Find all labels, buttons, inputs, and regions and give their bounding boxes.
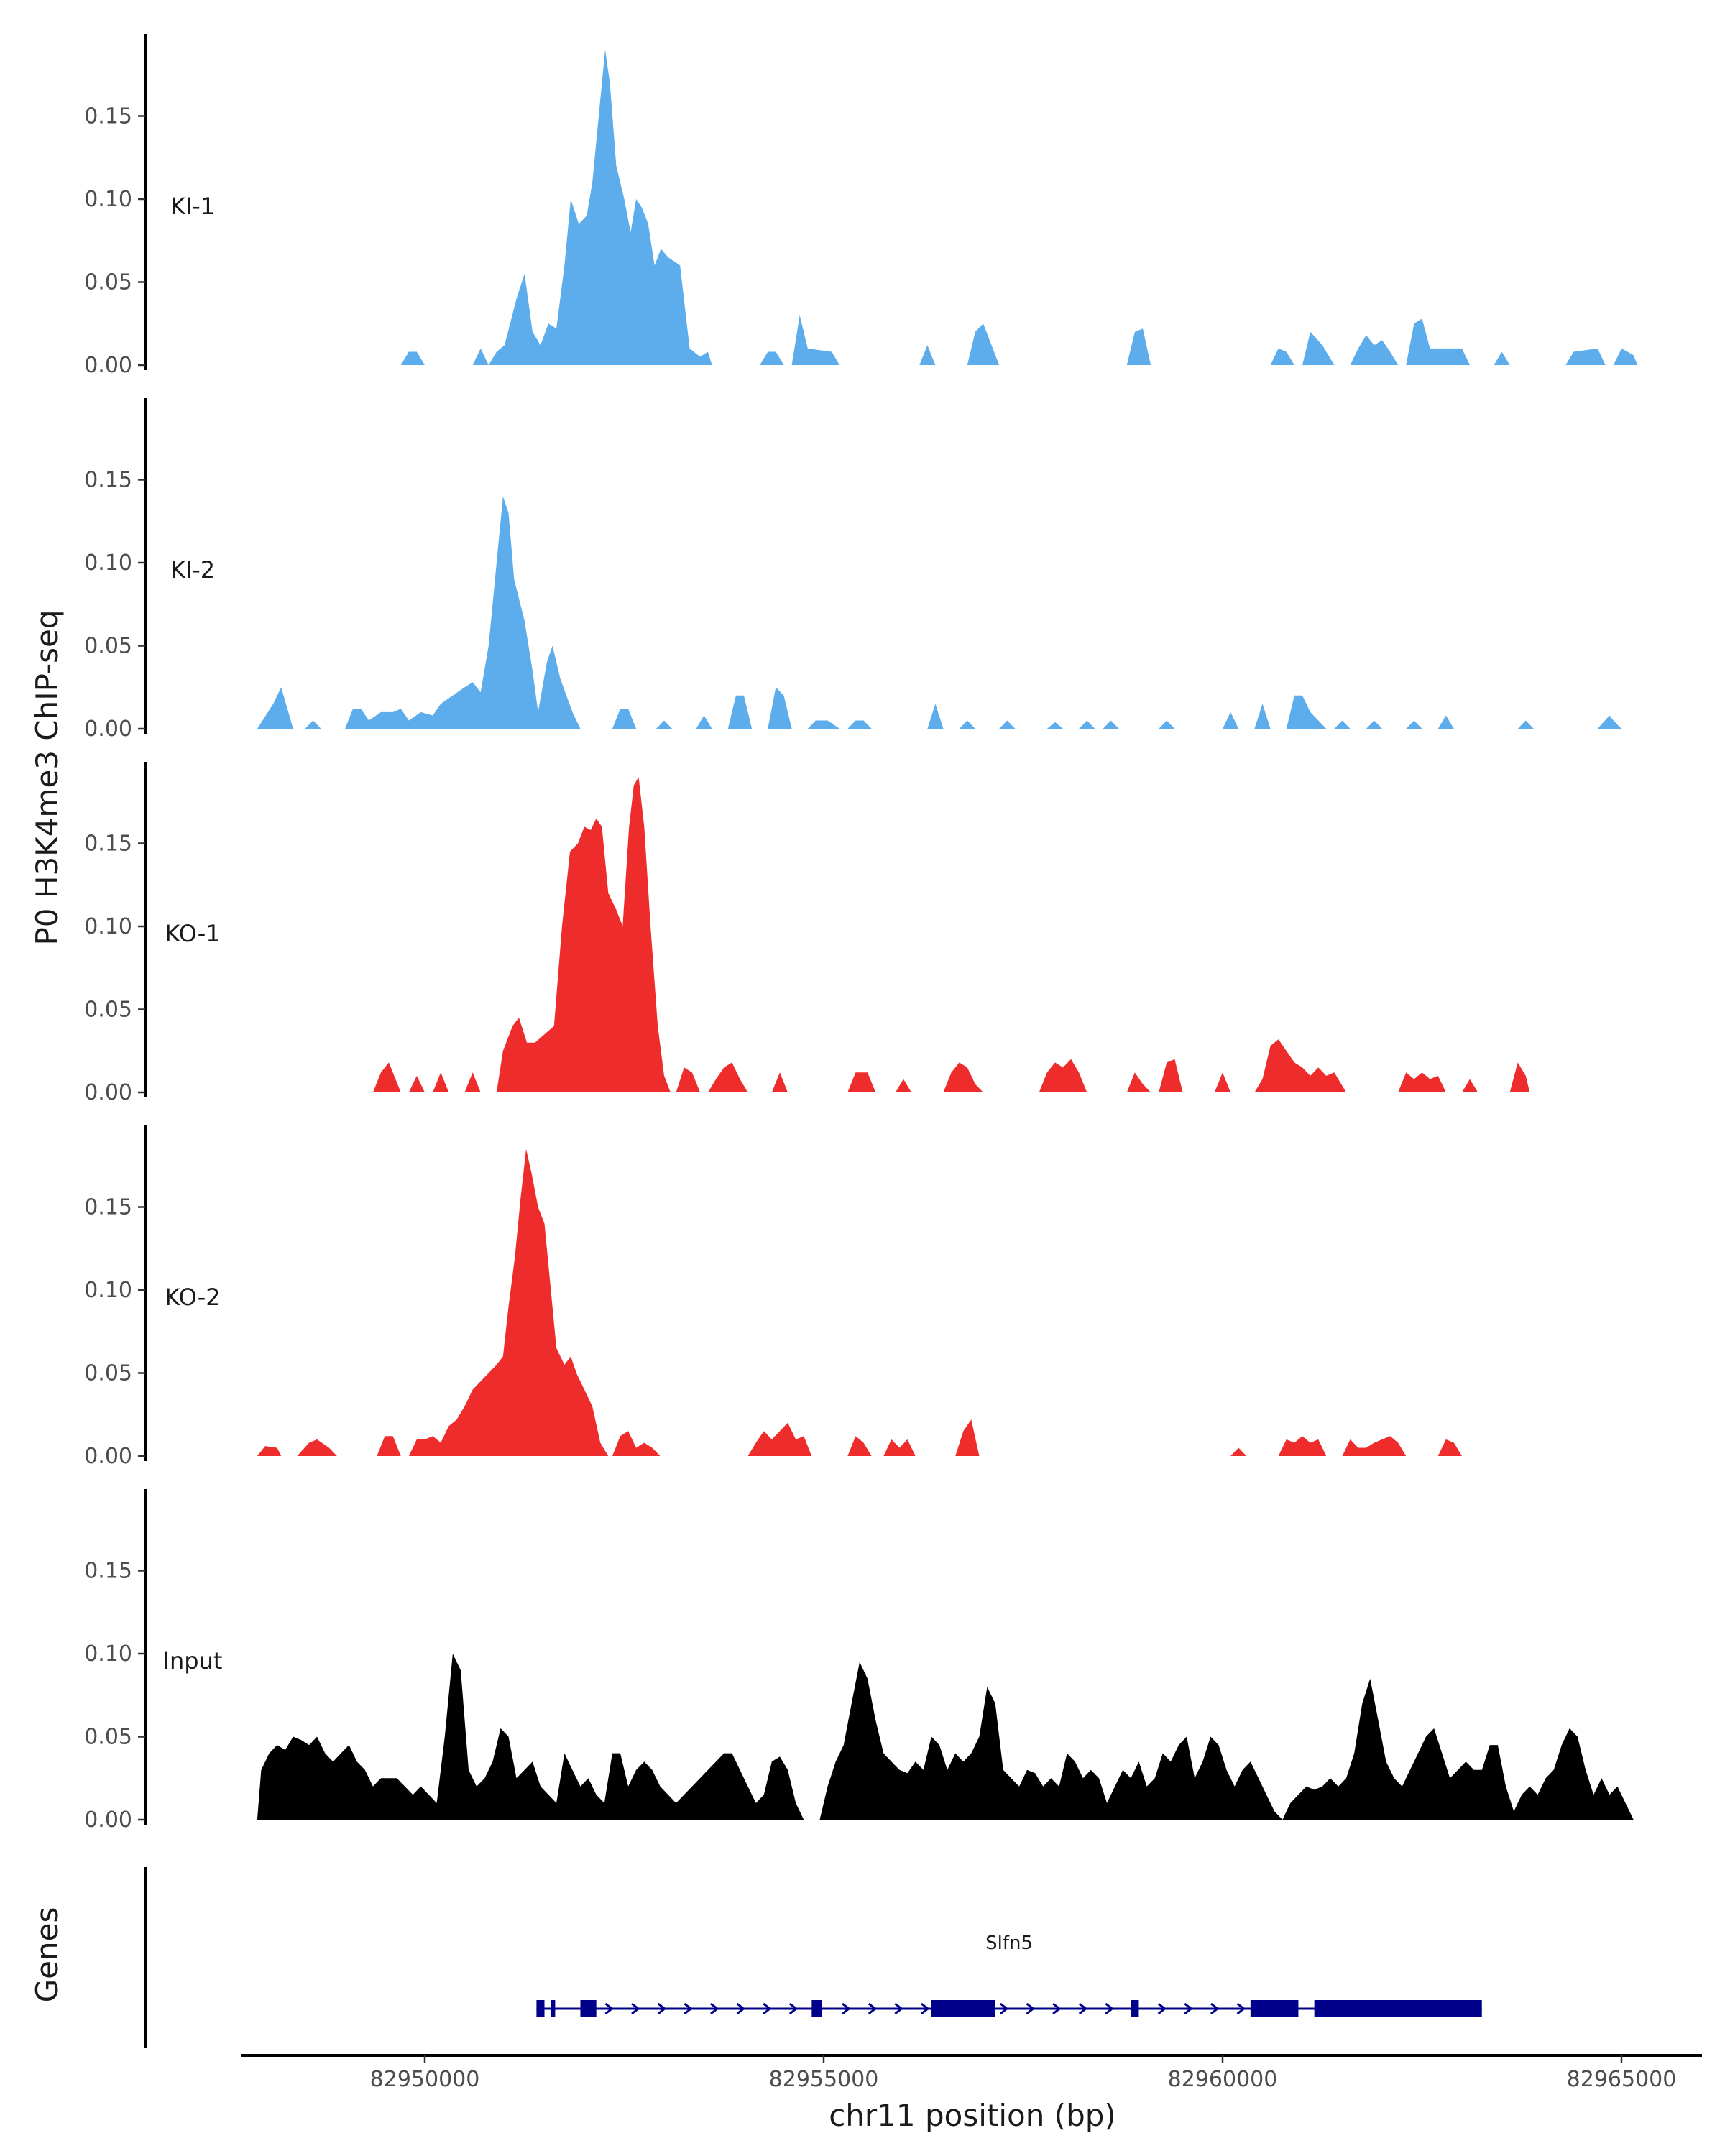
track-area-ko-1 [372, 777, 1530, 1092]
y-axis-title: P0 H3K4me3 ChIP-seq [29, 609, 65, 945]
y-tick-label: 0.05 [84, 634, 132, 659]
strand-arrow [1157, 2002, 1167, 2015]
y-tick-label: 0.15 [84, 1195, 132, 1220]
y-tick-label: 0.10 [84, 1278, 132, 1303]
y-tick-label: 0.00 [84, 1080, 132, 1105]
y-tick-label: 0.00 [84, 1444, 132, 1469]
track-area-ko-2 [257, 1148, 1462, 1456]
x-tick-label: 82955000 [769, 2067, 879, 2092]
gene-exon [931, 2000, 995, 2017]
y-tick-label: 0.00 [84, 717, 132, 742]
gene-exon [1250, 2000, 1299, 2017]
y-tick-label: 0.00 [84, 1807, 132, 1833]
strand-arrow [842, 2002, 851, 2015]
track-label: KI-1 [170, 193, 215, 220]
strand-arrow [710, 2002, 719, 2015]
track-area-input [257, 1654, 1634, 1820]
strand-arrow [631, 2002, 640, 2015]
track-panel-ko-1: 0.00 0.05 0.10 0.15 KO-1 [84, 762, 1530, 1105]
y-tick-label: 0.05 [84, 998, 132, 1023]
strand-arrow [1105, 2002, 1114, 2015]
gene-label: Slfn5 [985, 1932, 1033, 1954]
gene-exon [811, 2000, 822, 2017]
gene-exon [536, 2000, 545, 2017]
y-tick-label: 0.15 [84, 104, 132, 129]
y-tick-label: 0.10 [84, 187, 132, 212]
y-tick-label: 0.00 [84, 353, 132, 378]
y-tick-label: 0.10 [84, 550, 132, 576]
strand-arrow [894, 2002, 903, 2015]
gene-exon [551, 2000, 556, 2017]
track-label: KI-2 [170, 556, 215, 584]
gene-exon [580, 2000, 597, 2017]
gene-track: Slfn5 [144, 1867, 1482, 2048]
strand-arrow [999, 2002, 1009, 2015]
gene-exon [1314, 2000, 1482, 2017]
gene-exon [1131, 2000, 1139, 2017]
x-axis-title: chr11 position (bp) [829, 2098, 1116, 2133]
y-tick-label: 0.05 [84, 270, 132, 295]
track-label: Input [163, 1647, 223, 1674]
track-panel-ki-1: 0.00 0.05 0.10 0.15 KI-1 [84, 34, 1638, 378]
strand-arrow [788, 2002, 799, 2015]
strand-arrow [736, 2002, 746, 2015]
strand-arrow [604, 2002, 614, 2015]
y-tick-label: 0.15 [84, 831, 132, 857]
strand-arrow [1026, 2002, 1035, 2015]
x-tick-label: 82965000 [1567, 2067, 1677, 2092]
strand-arrow [1210, 2002, 1220, 2015]
x-tick-label: 82960000 [1168, 2067, 1278, 2092]
track-panel-input: 0.00 0.05 0.10 0.15 Input [84, 1489, 1634, 1833]
y-tick-label: 0.15 [84, 1559, 132, 1584]
x-tick-label: 82950000 [370, 2067, 480, 2092]
strand-arrow [763, 2002, 772, 2015]
strand-arrow [1078, 2002, 1088, 2015]
track-panel-ko-2: 0.00 0.05 0.10 0.15 KO-2 [84, 1125, 1462, 1469]
track-area-ki-1 [400, 50, 1638, 365]
strand-arrow [684, 2002, 693, 2015]
y-tick-label: 0.15 [84, 468, 132, 493]
y-tick-label: 0.10 [84, 1641, 132, 1667]
track-panel-ki-2: 0.00 0.05 0.10 0.15 KI-2 [84, 398, 1622, 742]
strand-arrow [1184, 2002, 1193, 2015]
x-axis: 82950000 82955000 82960000 82965000 [241, 2054, 1702, 2092]
strand-arrow [1236, 2002, 1246, 2015]
track-label: KO-2 [165, 1284, 220, 1311]
strand-arrow [1052, 2002, 1062, 2015]
strand-arrow [657, 2002, 667, 2015]
y-tick-label: 0.05 [84, 1725, 132, 1750]
y-tick-label: 0.10 [84, 914, 132, 939]
track-area-ki-2 [257, 496, 1622, 729]
y-tick-label: 0.05 [84, 1361, 132, 1386]
strand-arrow [921, 2002, 930, 2015]
track-label: KO-1 [165, 920, 220, 947]
genes-axis-title: Genes [29, 1907, 65, 2003]
strand-arrow [868, 2002, 878, 2015]
tracks-layer: 0.00 0.05 0.10 0.15 KI-1 0.00 0.05 0.10 0.15 KI-2… [84, 34, 1638, 1833]
